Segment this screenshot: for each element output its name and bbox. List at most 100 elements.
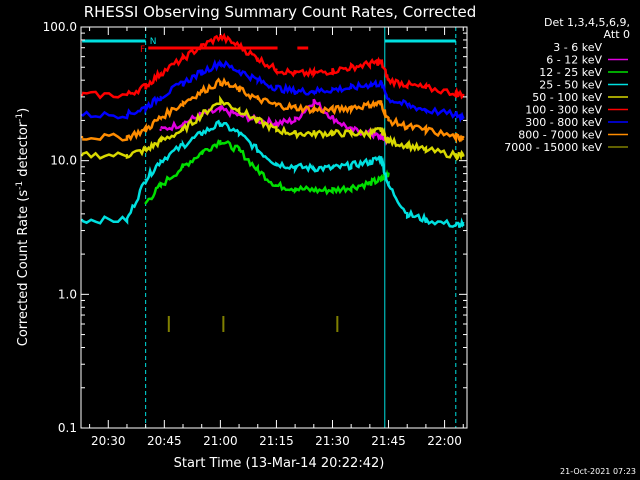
data-point (219, 80, 222, 83)
data-point (80, 218, 84, 222)
data-point (387, 97, 390, 101)
timestamp: 21-Oct-2021 07:23 (560, 467, 636, 476)
data-point (144, 202, 147, 205)
series-line-3 (81, 119, 465, 228)
data-point (462, 93, 465, 97)
data-point (424, 128, 428, 132)
data-point (379, 128, 383, 132)
data-point (219, 35, 222, 38)
data-point (200, 70, 203, 74)
data-point (368, 160, 372, 164)
data-point (181, 57, 185, 60)
data-point (256, 119, 259, 122)
data-point (293, 165, 297, 168)
series-line-2 (144, 139, 390, 204)
flare-flag-label: F (140, 45, 145, 55)
data-point (237, 103, 241, 107)
data-point (159, 72, 162, 75)
data-point (406, 144, 409, 147)
data-point (349, 132, 353, 135)
data-point (293, 119, 297, 122)
data-point (219, 139, 222, 143)
data-point (387, 139, 390, 143)
y-axis-label: Corrected Count Rate (s-1 detector-1) (15, 108, 31, 346)
data-point (237, 148, 241, 152)
data-point (219, 61, 222, 64)
data-point (181, 144, 185, 147)
data-point (159, 128, 162, 132)
data-point (275, 162, 278, 165)
plot-frame (80, 26, 468, 429)
data-point (368, 83, 372, 86)
data-point (368, 103, 372, 107)
y-tick-label: 0.1 (58, 421, 77, 435)
axes: 0.1 1.0 10.0 100.0 20:30 20:45 21:00 21:15 21:30… (43, 20, 467, 448)
data-point (80, 135, 84, 139)
x-tick-label: 20:45 (147, 434, 182, 448)
y-tick-label: 1.0 (58, 287, 77, 301)
data-point (349, 164, 353, 167)
series-line-7 (82, 76, 465, 144)
data-point (219, 108, 222, 112)
data-point (219, 99, 222, 103)
data-point (406, 212, 409, 216)
data-point (312, 189, 315, 192)
night-flag-label: N (150, 37, 157, 47)
data-point (275, 103, 278, 107)
data-point (237, 132, 241, 135)
data-point (293, 90, 297, 93)
data-point (293, 106, 297, 109)
series-line-4 (81, 94, 465, 162)
data-point (275, 68, 278, 71)
data-point (349, 86, 353, 90)
x-tick-label: 20:30 (91, 434, 126, 448)
data-point (387, 78, 390, 82)
legend-label: 300 - 800 keV (525, 116, 602, 129)
y-tick-label: 100.0 (43, 20, 77, 34)
data-point (387, 119, 390, 122)
legend-label: 6 - 12 keV (546, 54, 602, 67)
data-point (454, 153, 457, 157)
data-point (331, 88, 334, 91)
data-point (406, 103, 409, 107)
sparse-point (167, 315, 170, 332)
data-point (424, 148, 428, 152)
data-point (406, 83, 409, 86)
data-point (80, 153, 84, 157)
data-point (181, 108, 185, 112)
series-line-0 (159, 94, 390, 143)
data-point (275, 122, 278, 125)
legend-label: 800 - 7000 keV (518, 129, 602, 142)
data-point (424, 218, 428, 222)
x-axis-label: Start Time (13-Mar-14 20:22:42) (174, 456, 385, 471)
data-point (454, 113, 457, 117)
data-point (200, 113, 203, 117)
data-point (331, 69, 334, 73)
data-point (80, 93, 84, 97)
data-point (159, 95, 162, 99)
data-point (125, 113, 129, 117)
data-point (462, 223, 465, 227)
x-tick-label: 22:00 (427, 434, 462, 448)
data-point (181, 101, 185, 105)
data-point (144, 178, 147, 181)
data-point (125, 93, 129, 97)
data-point (379, 156, 383, 160)
data-point (80, 113, 84, 117)
data-point (144, 85, 147, 88)
data-point (256, 97, 259, 101)
data-point (159, 116, 162, 119)
data-point (331, 108, 334, 112)
data-point (424, 86, 428, 90)
sparse-point (336, 315, 339, 332)
data-point (331, 132, 334, 135)
data-point (200, 103, 203, 107)
data-point (181, 122, 185, 125)
legend-label: 7000 - 15000 keV (504, 141, 602, 154)
data-point (125, 153, 129, 157)
data-point (462, 153, 465, 157)
data-point (144, 106, 147, 109)
legend-detectors: Det 1,3,4,5,6,9, (544, 16, 630, 29)
data-point (462, 135, 465, 139)
